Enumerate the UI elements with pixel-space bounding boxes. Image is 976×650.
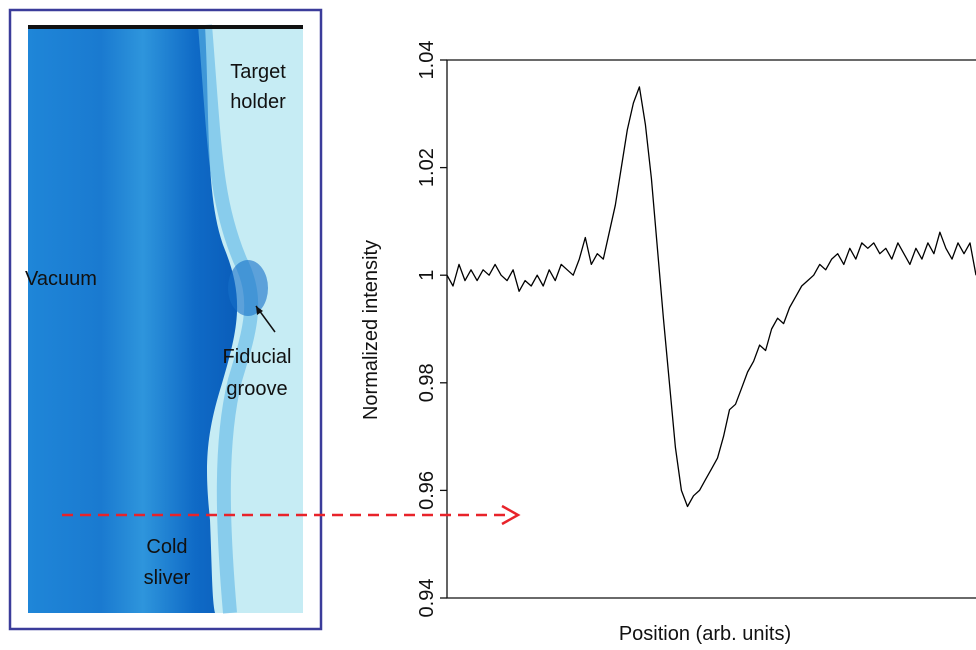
y-axis-label: Normalized intensity <box>360 240 382 420</box>
guide-arrowhead <box>501 504 521 526</box>
image-label: Vacuum <box>25 268 97 290</box>
image-label: Cold <box>146 536 187 558</box>
data-line <box>446 86 976 508</box>
radiograph: Target holder Vacuum Fiducial groove Col… <box>8 8 323 631</box>
x-axis-label: Position (arb. units) <box>619 623 791 645</box>
image-label: groove <box>226 378 287 400</box>
image-dense-region <box>28 25 238 613</box>
image-label: holder <box>230 91 286 113</box>
y-tick-label: 0.96 <box>416 471 438 510</box>
y-tick-label: 0.98 <box>416 363 438 402</box>
image-label: Fiducial <box>223 346 292 368</box>
groove-arrowhead <box>256 306 263 315</box>
y-tick-label: 1.04 <box>416 41 438 80</box>
y-tick-label: 1 <box>416 270 438 281</box>
plot-frame <box>446 59 976 599</box>
y-tick-label: 1.02 <box>416 148 438 187</box>
image-label: sliver <box>144 567 191 589</box>
image-label: Target <box>230 61 286 83</box>
chart: 0.94 0.96 0.98 1 1.02 1.04 Normalized intensit… <box>360 41 976 645</box>
y-tick-label: 0.94 <box>416 579 438 618</box>
image-frame <box>8 8 323 631</box>
image-top-strip <box>28 25 303 29</box>
image-edge <box>198 24 259 614</box>
image-groove <box>228 260 268 316</box>
